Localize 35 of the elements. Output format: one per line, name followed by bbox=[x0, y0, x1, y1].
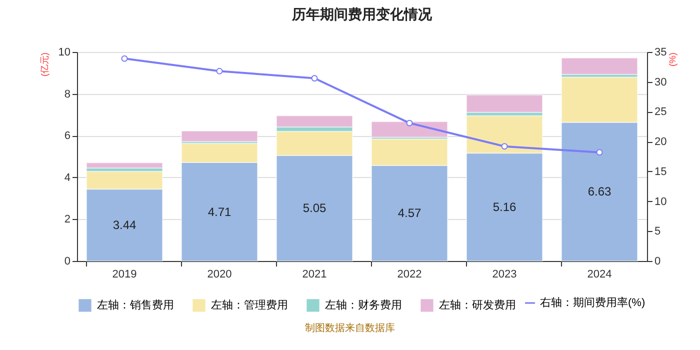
y-axis-title: (亿元) bbox=[40, 52, 50, 76]
data-label: 6.63 bbox=[588, 184, 612, 199]
text: 制图数据来自数据库 bbox=[304, 322, 396, 335]
x-tick-label: 2024 bbox=[587, 268, 612, 280]
y-tick-label: 2 bbox=[64, 214, 70, 226]
y-tick-label: 6 bbox=[64, 130, 70, 142]
legend-label: 左轴：销售费用 bbox=[97, 298, 174, 312]
data-label: 3.44 bbox=[112, 218, 136, 232]
y2-tick-label: 10 bbox=[654, 196, 667, 208]
y2-tick-label: 15 bbox=[654, 166, 667, 178]
y2-tick-label: 5 bbox=[654, 226, 661, 238]
y2-tick-label: 30 bbox=[654, 76, 667, 88]
x-tick-label: 2021 bbox=[302, 268, 327, 280]
x-tick-label: 2020 bbox=[207, 268, 232, 280]
y2-tick-label: 20 bbox=[654, 136, 667, 148]
data-label: 5.16 bbox=[492, 200, 516, 214]
y2-tick-label: 0 bbox=[654, 256, 661, 268]
x-tick-label: 2023 bbox=[492, 268, 517, 280]
data-label: 5.05 bbox=[302, 201, 326, 216]
y2-tick-label: 25 bbox=[654, 106, 667, 118]
data-label: 4.57 bbox=[398, 206, 422, 220]
x-tick-label: 2019 bbox=[112, 268, 137, 280]
legend-label: 左轴：财务费用 bbox=[325, 298, 402, 312]
y-tick-label: 0 bbox=[64, 256, 70, 268]
legend-label: 左轴：管理费用 bbox=[211, 298, 288, 312]
y-tick-label: 4 bbox=[64, 172, 70, 184]
y-tick-label: 10 bbox=[58, 46, 70, 58]
y-tick-label: 8 bbox=[64, 88, 70, 100]
x-tick-label: 2022 bbox=[397, 268, 422, 280]
y2-axis-title: (%) bbox=[668, 52, 678, 66]
data-label: 4.71 bbox=[208, 204, 232, 219]
legend-label: 左轴：研发费用 bbox=[439, 298, 516, 312]
y2-tick-label: 35 bbox=[654, 46, 667, 58]
chart-title: 历年期间费用变化情况 bbox=[291, 6, 433, 22]
legend-label: 右轴：期间费用率(%) bbox=[540, 296, 646, 309]
